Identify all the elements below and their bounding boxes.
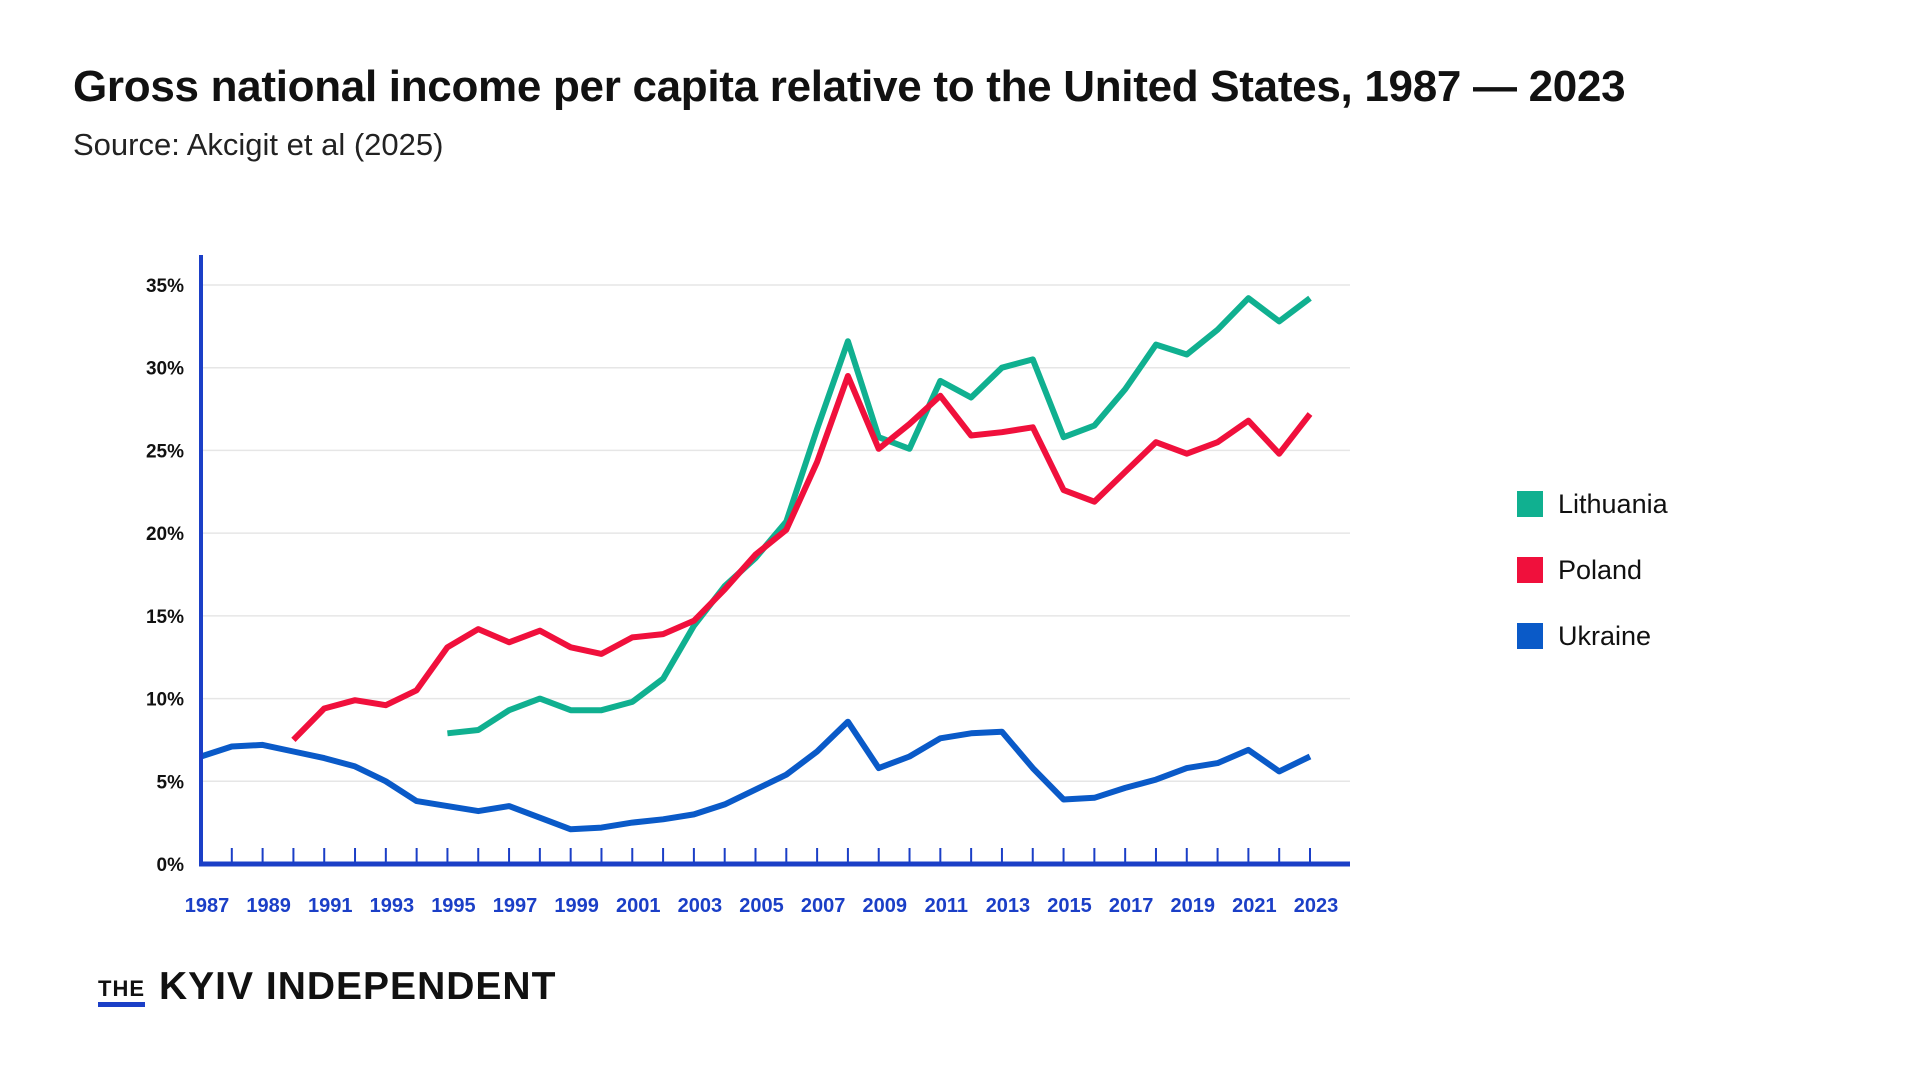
chart-title: Gross national income per capita relativ… <box>73 62 1626 111</box>
x-tick-label: 2001 <box>616 895 661 917</box>
y-tick-label: 10% <box>146 690 184 711</box>
series-line-lithuania <box>447 295 1312 737</box>
legend-label-ukraine: Ukraine <box>1558 620 1652 651</box>
legend-item-poland: Poland <box>1517 553 1668 587</box>
legend-label-lithuania: Lithuania <box>1558 488 1668 519</box>
x-tick-label: 2011 <box>925 895 968 917</box>
x-tick-label: 2019 <box>1171 895 1216 917</box>
axes <box>199 255 1350 867</box>
x-tick-label: 1991 <box>308 895 353 917</box>
y-tick-label: 20% <box>146 524 184 545</box>
brand-logo: THE KYIV INDEPENDENT <box>98 967 556 1007</box>
legend: Lithuania Poland Ukraine <box>1517 487 1668 685</box>
y-tick-label: 30% <box>146 359 184 380</box>
x-tick-label: 1995 <box>431 895 476 917</box>
series-line-ukraine <box>200 718 1312 833</box>
y-axis-tick-labels: 0% 5% 10% 15% 20% 25% 30% 35% <box>146 276 184 876</box>
x-tick-label: 1987 <box>185 895 230 917</box>
legend-label-poland: Poland <box>1558 554 1643 585</box>
y-tick-label: 5% <box>157 772 185 793</box>
series-line-poland <box>291 373 1313 743</box>
x-tick-label: 2015 <box>1047 895 1092 917</box>
legend-swatch-lithuania <box>1517 491 1543 517</box>
y-tick-label: 0% <box>157 855 185 876</box>
x-tick-label: 1993 <box>370 895 415 917</box>
x-tick-label: 1999 <box>554 895 599 917</box>
x-tick-label: 2009 <box>862 895 907 917</box>
x-tick-label: 2013 <box>986 895 1031 917</box>
y-tick-label: 15% <box>146 607 184 628</box>
x-tick-label: 2007 <box>801 895 846 917</box>
brand-the: THE <box>98 978 145 1007</box>
x-tick-label: 1997 <box>493 895 538 917</box>
y-tick-label: 25% <box>146 441 184 462</box>
series-lines <box>200 295 1313 833</box>
legend-swatch-poland <box>1517 557 1543 583</box>
x-tick-label: 2023 <box>1294 895 1339 917</box>
x-tick-label: 2003 <box>678 895 723 917</box>
x-tick-label: 1989 <box>246 895 291 917</box>
gridlines <box>201 284 1350 783</box>
x-tick-label: 2017 <box>1109 895 1154 917</box>
chart-subtitle: Source: Akcigit et al (2025) <box>73 127 444 162</box>
legend-swatch-ukraine <box>1517 623 1543 649</box>
y-tick-label: 35% <box>146 276 184 297</box>
x-tick-label: 2005 <box>739 895 784 917</box>
legend-item-lithuania: Lithuania <box>1517 487 1668 521</box>
brand-name: KYIV INDEPENDENT <box>159 965 557 1008</box>
legend-item-ukraine: Ukraine <box>1517 619 1668 653</box>
x-axis-tick-labels: 1987 1989 1991 1993 1995 1997 1999 2001 2003 2005… <box>185 895 1339 917</box>
x-tick-label: 2021 <box>1232 895 1277 917</box>
